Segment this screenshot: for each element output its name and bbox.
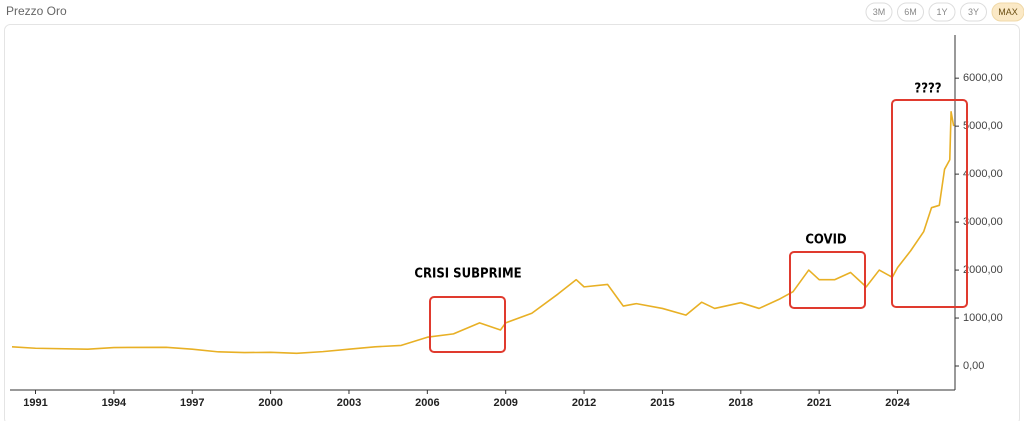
range-button-label[interactable]: MAX [998, 7, 1018, 17]
annotation-label: ???? [914, 82, 941, 97]
x-tick-label: 1997 [180, 397, 204, 409]
plot-area: 0,00 1000,00 2000,00 3000,00 4000,00 5000,00 6… [10, 35, 1003, 409]
x-tick-label: 2003 [337, 397, 361, 409]
annotation-box [789, 251, 866, 309]
x-tick-label: 2024 [885, 397, 910, 409]
annotation-label: COVID [805, 233, 847, 248]
range-button[interactable] [897, 2, 924, 22]
price-line [11, 110, 955, 355]
y-tick-label: 1000,00 [963, 312, 1003, 324]
range-button[interactable] [865, 2, 893, 22]
annotation-label: CRISI SUBPRIME [414, 267, 521, 282]
y-tick-label: 5000,00 [963, 120, 1003, 132]
y-tick-label: 6000,00 [963, 72, 1003, 84]
x-tick-label: 2015 [650, 397, 674, 409]
range-buttons: 3M 6M 1Y 3Y MAX [865, 2, 1024, 22]
x-tick-label: 2009 [493, 397, 517, 409]
x-tick-label: 2021 [807, 397, 831, 409]
range-button-label[interactable]: 3M [873, 7, 886, 17]
range-button-label[interactable]: 3Y [968, 7, 979, 17]
x-tick-label: 2012 [572, 397, 596, 409]
range-button-label[interactable]: 1Y [936, 7, 947, 17]
y-tick-label: 0,00 [963, 360, 984, 372]
annotation-box [891, 99, 968, 308]
x-tick-label: 1994 [102, 397, 127, 409]
range-button-label[interactable]: 6M [904, 7, 917, 17]
x-tick-label: 2000 [258, 397, 282, 409]
chart-title: Prezzo Oro [6, 4, 67, 18]
range-button[interactable] [991, 2, 1024, 22]
x-tick-label: 2018 [729, 397, 753, 409]
y-tick-label: 3000,00 [963, 216, 1003, 228]
y-tick-label: 2000,00 [963, 264, 1003, 276]
x-tick-label: 1991 [23, 397, 47, 409]
chart-frame [4, 24, 1020, 425]
range-button[interactable] [960, 2, 987, 22]
x-tick-label: 2006 [415, 397, 439, 409]
y-tick-label: 4000,00 [963, 168, 1003, 180]
range-button[interactable] [928, 2, 956, 22]
annotation-box [429, 296, 506, 353]
